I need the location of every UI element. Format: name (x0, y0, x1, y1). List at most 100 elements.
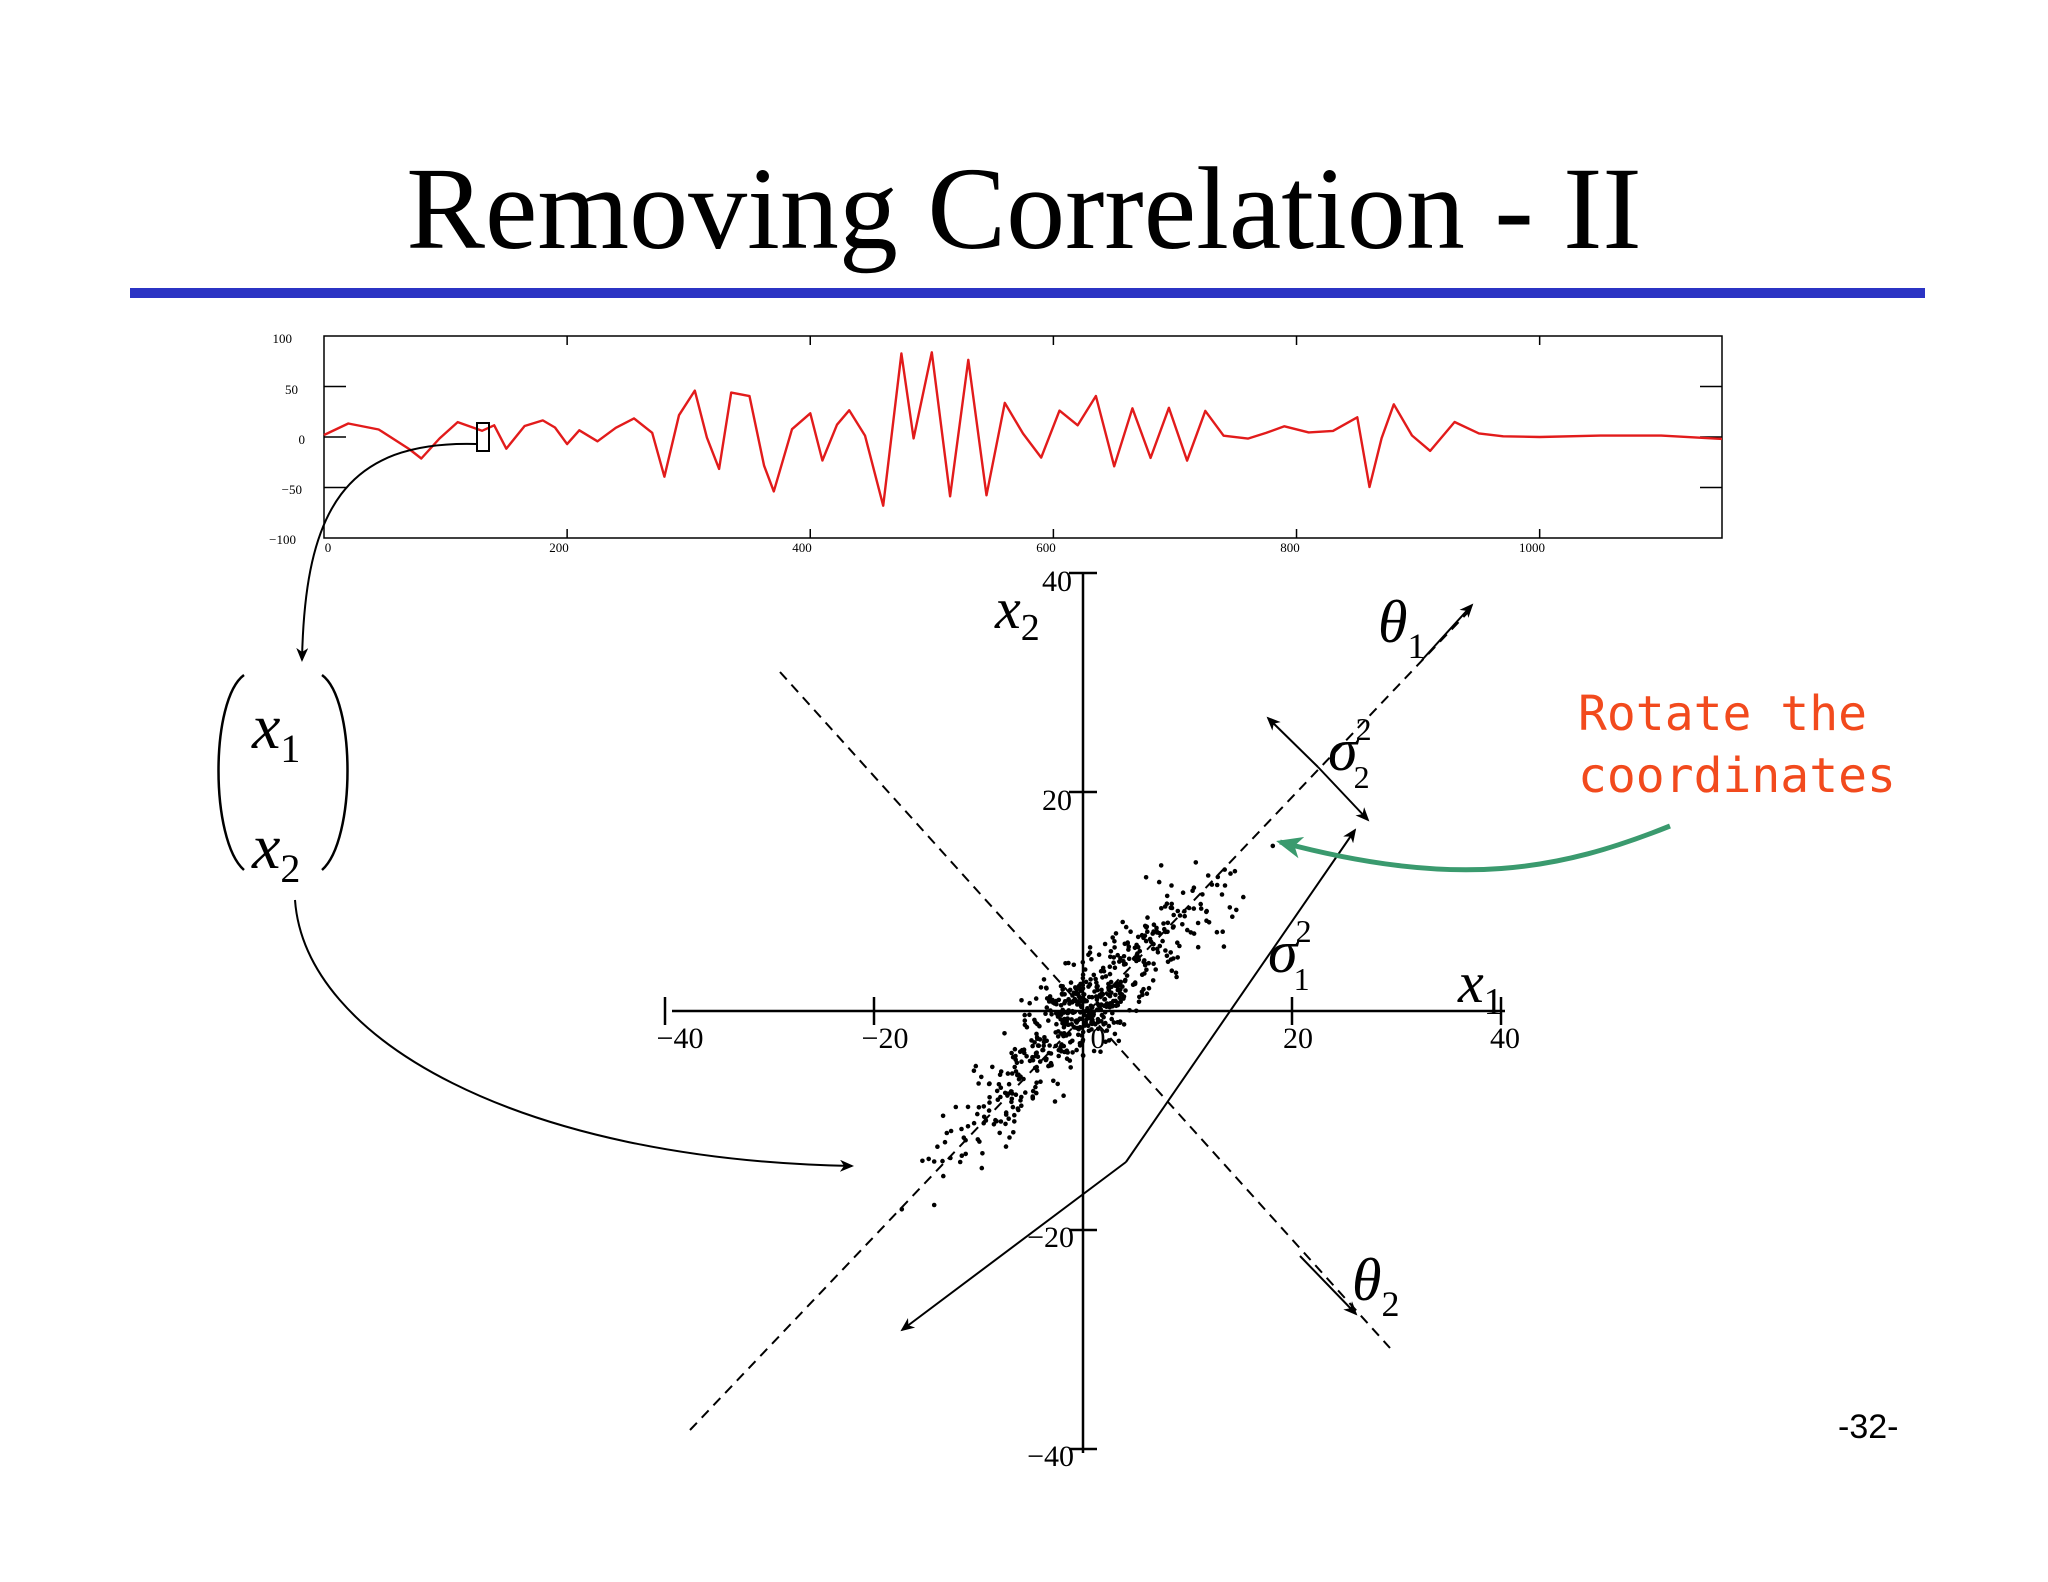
scatter-point (1014, 1060, 1020, 1066)
scatter-point (1151, 961, 1156, 966)
scatter-point (1165, 929, 1170, 935)
scatter-point (1100, 975, 1105, 980)
scatter-point (1075, 991, 1081, 996)
scatter-point (1047, 994, 1053, 999)
scatter-point (1095, 1026, 1101, 1032)
scatter-point (998, 1085, 1004, 1090)
scatter-point (1143, 938, 1149, 944)
scatter-point (1076, 1032, 1081, 1038)
scatter-point (1200, 892, 1205, 897)
scatter-point (975, 1111, 980, 1117)
scatter-point (1220, 929, 1225, 934)
scatter-point (1088, 1003, 1094, 1009)
scatter-point (1112, 1031, 1118, 1037)
scatter-point (1078, 987, 1084, 992)
scatter-point (1003, 1110, 1009, 1115)
signal-x-tick-label: 200 (549, 540, 569, 555)
scatter-point (981, 1114, 987, 1120)
scatter-point (990, 1064, 995, 1070)
signal-ticks (324, 336, 1722, 538)
vector-entry-bottom: x2 (251, 811, 300, 891)
scatter-point (1030, 1096, 1036, 1101)
scatter-point (926, 1156, 931, 1162)
scatter-point (1048, 1051, 1054, 1056)
scatter-point (998, 1094, 1003, 1100)
scatter-point (1206, 920, 1212, 925)
scatter-point (1219, 892, 1225, 897)
scatter-point (996, 1082, 1002, 1087)
scatter-point (965, 1124, 971, 1129)
scatter-point (1123, 988, 1128, 993)
scatter-point (1030, 1043, 1035, 1049)
scatter-point (1112, 945, 1117, 950)
scatter-point (1065, 1016, 1070, 1021)
scatter-point (1058, 1044, 1063, 1050)
scatter-point (1041, 1043, 1046, 1048)
scatter-point (1230, 914, 1235, 919)
scatter-point (1082, 967, 1088, 972)
scatter-point (1052, 1001, 1057, 1006)
scatter-point (1071, 962, 1077, 968)
scatter-point (1067, 1001, 1072, 1006)
scatter-point (1186, 905, 1192, 911)
scatter-point (1083, 979, 1089, 985)
scatter-point (1021, 1047, 1027, 1052)
scatter-point (942, 1139, 948, 1145)
scatter-point (1116, 1038, 1122, 1044)
scatter-point (1102, 941, 1108, 947)
scatter-point (1175, 908, 1181, 914)
title-divider (130, 288, 1925, 298)
scatter-point (1170, 925, 1176, 930)
scatter-point (1081, 992, 1086, 997)
scatter-point (1113, 931, 1119, 936)
scatter-point (1075, 999, 1081, 1005)
window-to-vector-arrow (296, 442, 478, 662)
scatter-point (1086, 952, 1091, 958)
scatter-point (1163, 948, 1168, 953)
scatter-point (1135, 934, 1141, 940)
scatter-point (1099, 987, 1104, 993)
scatter-point (1112, 965, 1118, 970)
scatter-point (1108, 1001, 1113, 1006)
scatter-point (1061, 1024, 1067, 1030)
scatter-x-tick-label: 40 (1490, 1022, 1520, 1055)
signal-chart: 100 50 0 −50 −100 0 200 400 600 800 1000 (269, 331, 1723, 555)
scatter-point (1169, 901, 1174, 907)
scatter-point (1060, 1009, 1065, 1015)
scatter-point (1087, 945, 1093, 950)
scatter-point (976, 1081, 981, 1086)
scatter-chart: −40 −20 0 20 40 40 20 −20 −40 x2 x1 (657, 565, 1520, 1473)
scatter-x-axis-label: x1 (1457, 950, 1503, 1023)
scatter-point (1102, 1010, 1108, 1015)
scatter-point (1108, 949, 1114, 954)
scatter-point (1012, 1112, 1017, 1118)
scatter-y-axis-label: x2 (994, 576, 1040, 649)
scatter-point (1154, 925, 1159, 931)
scatter-point (1164, 953, 1170, 959)
scatter-point (1132, 955, 1138, 960)
scatter-point (1083, 1020, 1088, 1025)
scatter-point (1036, 1043, 1042, 1048)
scatter-point (1034, 1050, 1039, 1055)
scatter-point (1038, 985, 1044, 990)
signal-y-tick-label: −100 (269, 532, 296, 547)
scatter-point (1160, 938, 1165, 944)
scatter-point (1140, 992, 1145, 998)
scatter-point (1070, 998, 1076, 1004)
scatter-point (1162, 904, 1168, 909)
variance1-arrow-down (900, 1161, 1127, 1332)
signal-y-tick-label: 50 (285, 382, 298, 397)
scatter-point (1009, 1099, 1014, 1105)
scatter-point (1145, 929, 1150, 934)
scatter-point (931, 1159, 937, 1164)
scatter-point (1015, 1106, 1021, 1111)
signal-y-tick-label: 100 (273, 331, 293, 346)
scatter-point (1171, 912, 1176, 918)
scatter-point (980, 1151, 985, 1156)
signal-x-tick-label: 400 (792, 540, 812, 555)
scatter-point (1168, 950, 1173, 955)
scatter-point (1164, 893, 1170, 899)
scatter-point (1072, 1025, 1077, 1030)
scatter-point (959, 1153, 965, 1158)
scatter-point (1033, 996, 1039, 1001)
